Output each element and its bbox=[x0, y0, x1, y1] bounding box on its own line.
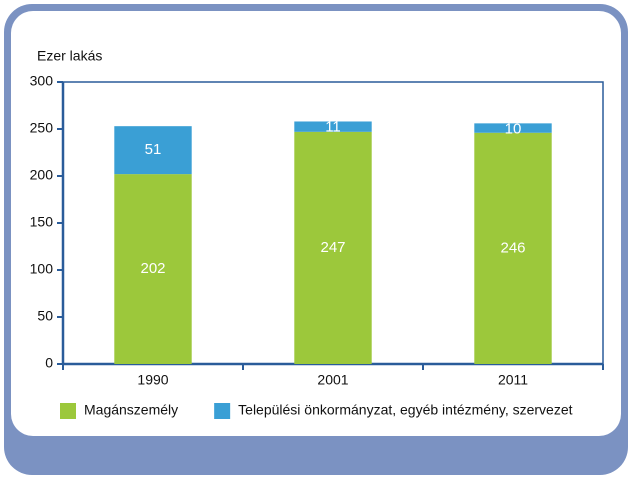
value-label: 11 bbox=[325, 118, 341, 135]
x-tick-label: 2011 bbox=[498, 372, 528, 388]
bar-segment bbox=[474, 132, 552, 364]
bar-segment bbox=[474, 123, 552, 133]
bar-segment bbox=[294, 121, 372, 132]
value-label: 51 bbox=[145, 141, 162, 158]
value-label: 202 bbox=[140, 260, 165, 277]
y-tick-label: 200 bbox=[30, 167, 54, 183]
legend-label: Magánszemély bbox=[84, 402, 178, 418]
value-label: 10 bbox=[505, 120, 522, 137]
y-tick-label: 150 bbox=[30, 214, 54, 230]
y-tick-label: 0 bbox=[45, 355, 53, 371]
y-tick-label: 50 bbox=[37, 308, 53, 324]
legend-label: Települési önkormányzat, egyéb intézmény… bbox=[238, 402, 572, 418]
value-label: 247 bbox=[320, 239, 345, 256]
y-tick-label: 250 bbox=[30, 120, 54, 136]
bar-segment bbox=[114, 174, 192, 364]
y-axis-label: Ezer lakás bbox=[37, 48, 102, 64]
legend-swatch bbox=[214, 403, 231, 419]
bar-segment bbox=[114, 126, 192, 175]
y-tick-label: 300 bbox=[30, 73, 54, 89]
legend-swatch bbox=[60, 403, 76, 419]
value-label: 246 bbox=[500, 239, 525, 256]
x-tick-label: 2001 bbox=[317, 372, 348, 388]
y-tick-label: 100 bbox=[30, 261, 54, 277]
bar-segment bbox=[294, 131, 372, 364]
x-tick-label: 1990 bbox=[137, 372, 168, 388]
